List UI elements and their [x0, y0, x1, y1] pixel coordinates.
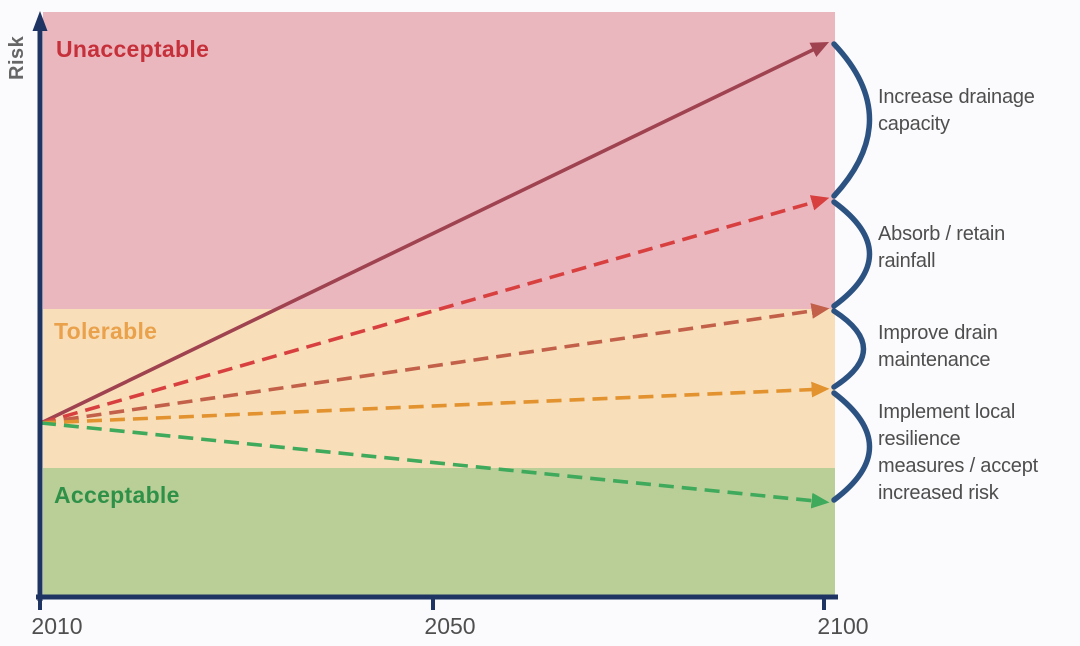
annotation-line: rainfall	[878, 250, 936, 272]
annotation-line: Improve drain	[878, 322, 998, 344]
zone-tolerable	[43, 309, 835, 468]
annotation-line: increased risk	[878, 482, 999, 504]
annotation-line: Increase drainage	[878, 86, 1035, 108]
annotation-improve-maintenance: Improve drain maintenance	[878, 320, 1073, 374]
annotation-absorb-rainfall: Absorb / retain rainfall	[878, 221, 1073, 275]
annotation-local-resilience: Implement local resilience measures / ac…	[878, 399, 1073, 507]
trajectory-solid-red	[40, 42, 830, 425]
annotation-line: measures / accept	[878, 455, 1039, 477]
trajectory-dashed-red	[40, 195, 830, 425]
annotation-line: Absorb / retain	[878, 223, 1006, 245]
y-axis-label: Risk	[6, 35, 28, 80]
bracket-absorb-rainfall	[831, 199, 873, 309]
x-tick-label-2100: 2100	[817, 613, 869, 639]
trajectory-dashed-orange	[40, 381, 830, 425]
y-axis-arrowhead	[32, 11, 48, 31]
annotation-line: capacity	[878, 113, 950, 135]
trajectory-dashed-brick	[40, 303, 830, 425]
annotation-line: resilience	[878, 428, 961, 450]
x-tick-label-2050: 2050	[424, 613, 476, 639]
bracket-local-resilience	[831, 390, 873, 503]
annotation-increase-drainage: Increase drainage capacity	[878, 84, 1073, 138]
trajectory-dashed-green	[40, 421, 830, 509]
zone-label-tolerable: Tolerable	[54, 318, 158, 344]
zone-acceptable	[43, 468, 835, 595]
annotation-line: Implement local	[878, 401, 1016, 423]
annotation-line: maintenance	[878, 349, 991, 371]
zone-label-unacceptable: Unacceptable	[56, 36, 210, 62]
zone-unacceptable	[43, 12, 835, 309]
bracket-increase-drainage	[831, 41, 873, 199]
bracket-improve-maintenance	[831, 308, 867, 390]
zone-label-acceptable: Acceptable	[54, 482, 180, 508]
x-tick-label-2010: 2010	[31, 613, 83, 639]
